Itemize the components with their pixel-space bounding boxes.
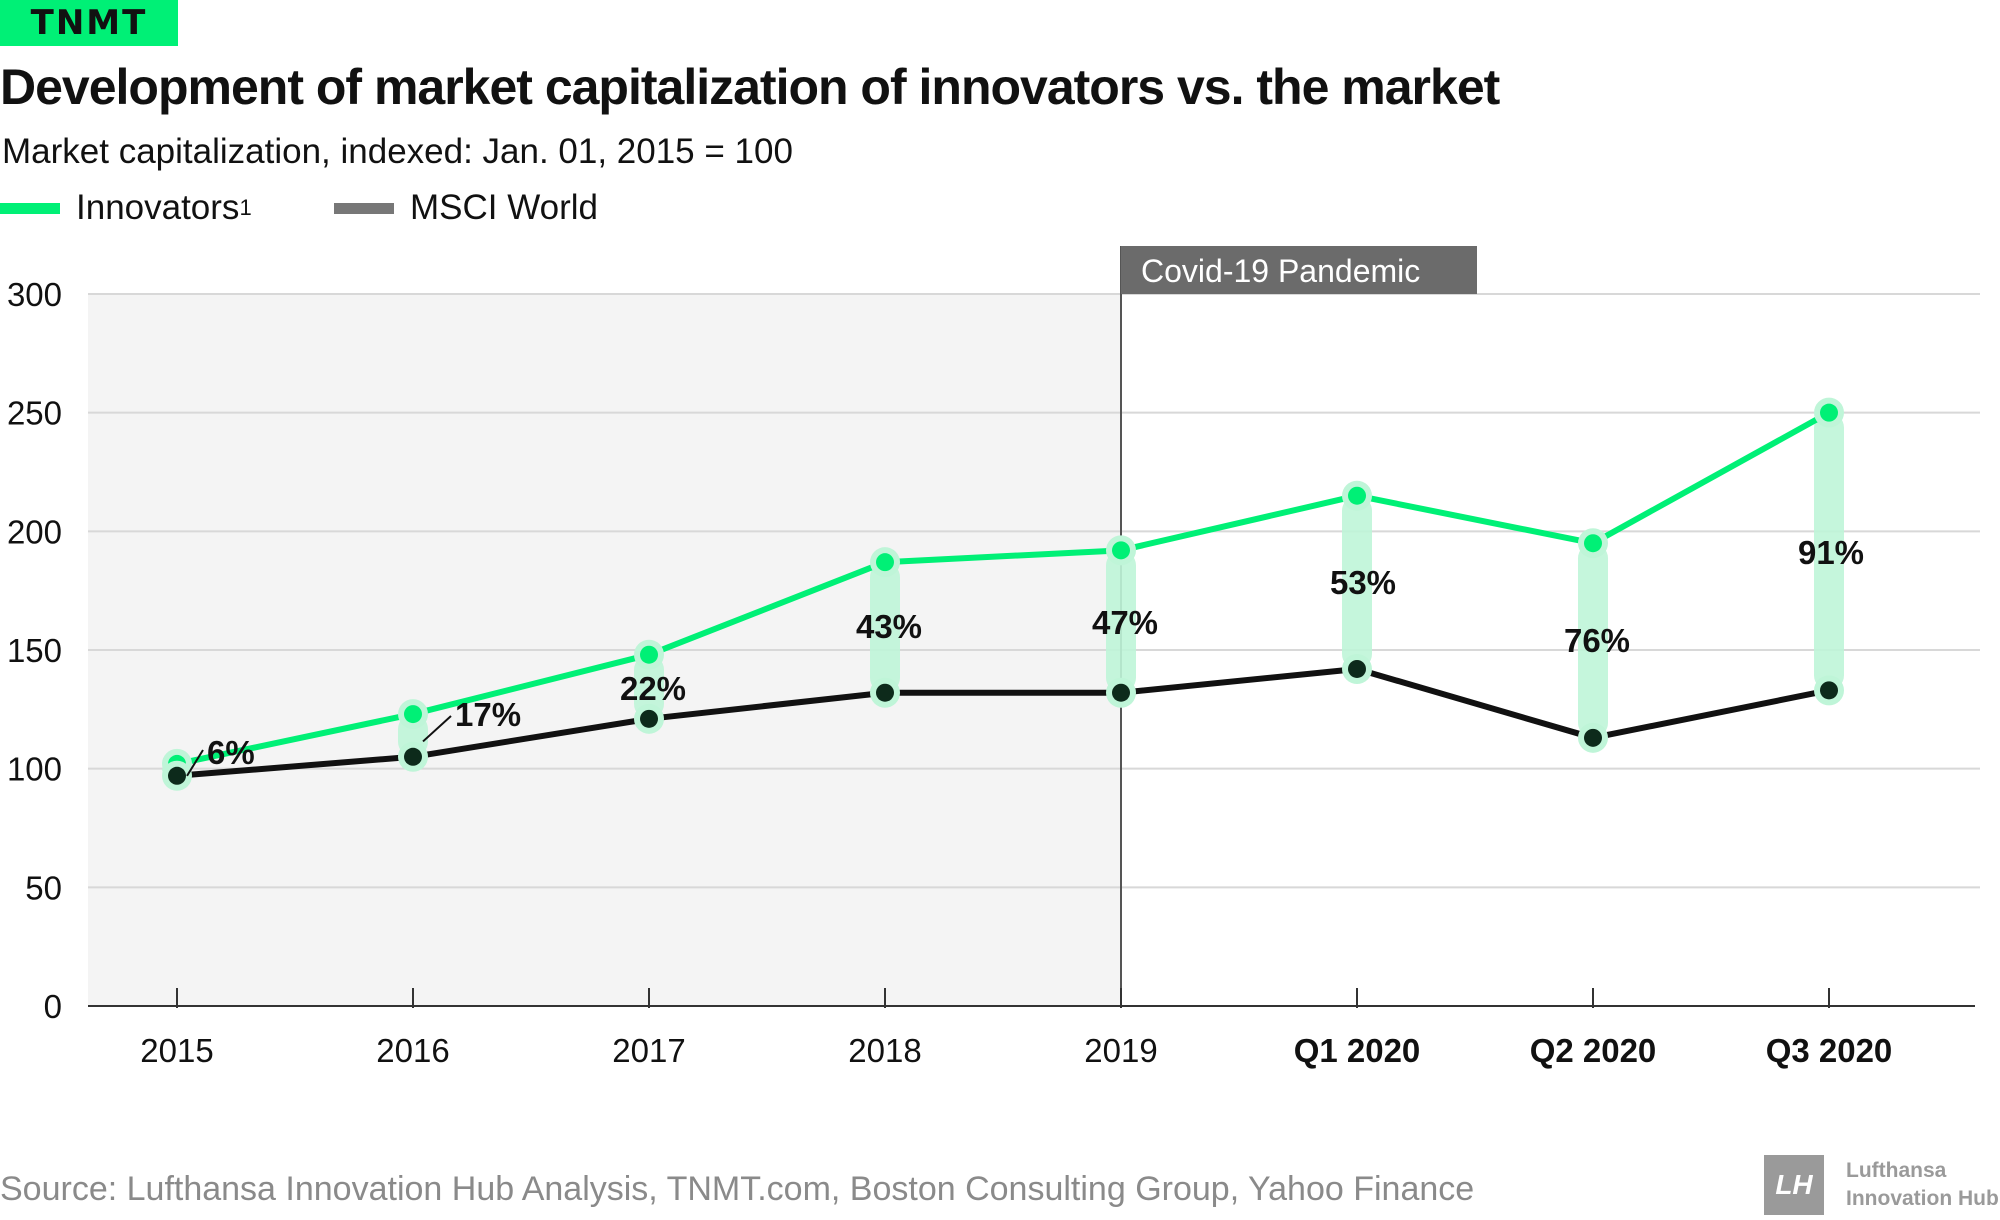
gap-label-0: 6%	[207, 734, 255, 771]
gap-band-7	[1814, 412, 1844, 691]
gap-band-3	[870, 562, 900, 693]
x-tick-label-4: 2019	[1084, 1032, 1157, 1069]
chart-subtitle: Market capitalization, indexed: Jan. 01,…	[2, 132, 793, 171]
gap-band-2	[634, 654, 664, 719]
legend-label-msci: MSCI World	[410, 188, 598, 227]
legend-item-msci: MSCI World	[334, 188, 598, 228]
gap-label-2: 22%	[620, 670, 686, 707]
gap-label-leader-0	[186, 749, 204, 777]
legend-item-innovators: Innovators 1	[0, 188, 252, 228]
point-innovators-4	[1112, 541, 1130, 560]
y-tick-label-200: 200	[7, 513, 62, 550]
legend-swatch-innovators	[0, 202, 60, 214]
gap-label-1: 17%	[455, 696, 521, 733]
x-tick-label-0: 2015	[140, 1032, 213, 1069]
point-msci-5	[1348, 659, 1366, 678]
x-tick-label-5: Q1 2020	[1294, 1032, 1421, 1069]
logo-line-2: Innovation Hub	[1846, 1187, 1999, 1210]
logo-line-1: Lufthansa	[1846, 1159, 1947, 1182]
y-tick-label-300: 300	[7, 276, 62, 313]
point-msci-1	[404, 747, 422, 766]
gap-band-4	[1106, 550, 1136, 693]
point-innovators-3	[876, 553, 894, 572]
point-msci-0	[168, 766, 186, 785]
x-tick-label-7: Q3 2020	[1766, 1032, 1893, 1069]
gap-label-5: 53%	[1330, 564, 1396, 601]
source-note: Source: Lufthansa Innovation Hub Analysi…	[0, 1170, 1475, 1208]
point-innovators-6	[1584, 534, 1602, 553]
x-tick-label-3: 2018	[848, 1032, 921, 1069]
point-msci-3	[876, 683, 894, 702]
legend-label-innovators: Innovators	[76, 188, 240, 227]
gap-label-leader-1	[422, 715, 452, 743]
y-tick-label-250: 250	[7, 395, 62, 432]
gap-label-3: 43%	[856, 608, 922, 645]
x-tick-label-2: 2017	[612, 1032, 685, 1069]
gap-label-4: 47%	[1092, 604, 1158, 641]
point-msci-7	[1820, 681, 1838, 700]
publisher-logo: LH Lufthansa Innovation Hub	[1764, 1155, 1999, 1215]
point-innovators-7	[1820, 403, 1838, 422]
point-msci-4	[1112, 683, 1130, 702]
gap-label-6: 76%	[1564, 622, 1630, 659]
logo-mark-text: LH	[1775, 1169, 1813, 1200]
gap-band-6	[1578, 543, 1608, 738]
legend-footnote-marker: 1	[239, 195, 252, 220]
pandemic-label: Covid-19 Pandemic	[1141, 253, 1420, 289]
legend-swatch-msci	[334, 202, 394, 214]
y-tick-label-0: 0	[44, 988, 62, 1025]
x-tick-label-6: Q2 2020	[1530, 1032, 1657, 1069]
point-msci-2	[640, 709, 658, 728]
x-tick-label-1: 2016	[376, 1032, 449, 1069]
lh-logo-icon: LH	[1764, 1155, 1824, 1215]
y-tick-label-150: 150	[7, 632, 62, 669]
y-tick-label-100: 100	[7, 751, 62, 788]
brand-badge-text: TNMT	[30, 3, 148, 43]
gap-band-5	[1342, 495, 1372, 669]
y-tick-label-50: 50	[25, 869, 62, 906]
gap-label-7: 91%	[1798, 534, 1864, 571]
point-innovators-2	[640, 645, 658, 664]
series-line-innovators	[176, 410, 1831, 767]
logo-wordmark: Lufthansa Innovation Hub	[1846, 1157, 1999, 1213]
brand-badge: TNMT	[0, 0, 178, 46]
chart-title: Development of market capitalization of …	[0, 59, 1500, 115]
point-innovators-5	[1348, 486, 1366, 505]
point-msci-6	[1584, 728, 1602, 747]
point-innovators-1	[404, 705, 422, 724]
series-line-msci	[176, 665, 1830, 779]
pandemic-label-box	[1121, 246, 1477, 294]
